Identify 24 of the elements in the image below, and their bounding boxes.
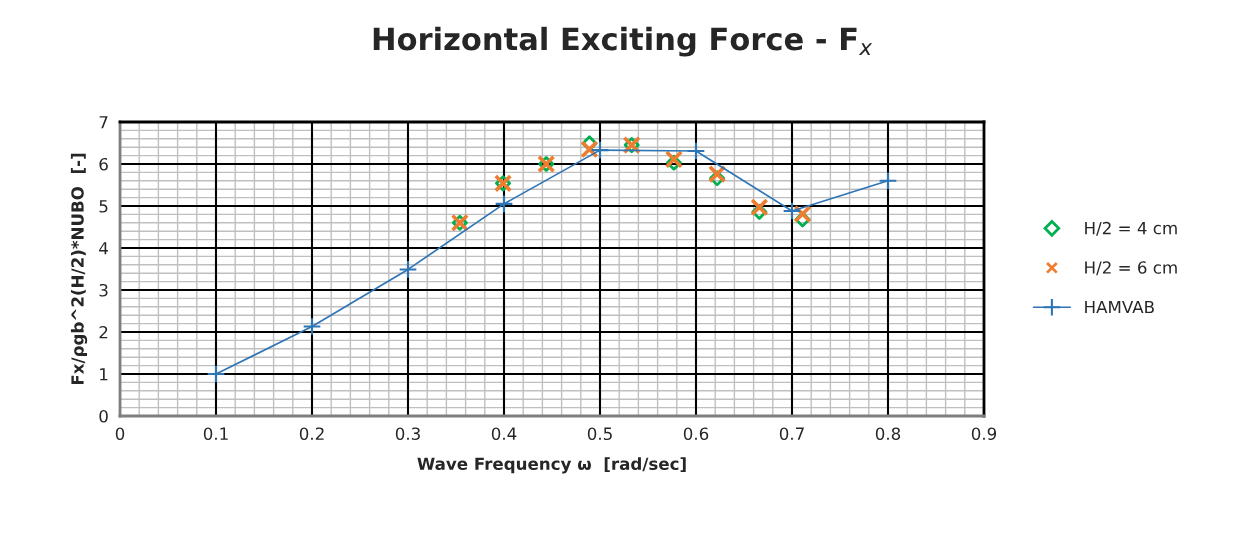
- x-tick-label: 0.3: [395, 427, 420, 441]
- y-tick-label: 7: [99, 116, 108, 129]
- x-tick-label: 0.9: [971, 427, 997, 441]
- y-axis-title: Fx/ρgb^2(H/2)*NUBO [-]: [70, 153, 88, 385]
- x-tick-label: 0.5: [587, 427, 612, 441]
- x-tick-label: 0.6: [683, 427, 709, 441]
- y-tick-label: 2: [99, 325, 108, 339]
- y-tick-label: 1: [100, 368, 108, 381]
- x-tick-label: 0.2: [299, 427, 324, 441]
- y-tick-label: 3: [99, 283, 108, 297]
- x-tick-label: 0.1: [203, 427, 228, 441]
- legend-label: HAMVAB: [1085, 300, 1154, 314]
- legend-label: H/2 = 4 cm: [1085, 221, 1177, 236]
- y-tick-label: 4: [99, 242, 108, 255]
- y-tick-label: 0: [99, 409, 108, 423]
- x-tick-label: 0.8: [875, 427, 901, 441]
- x-tick-label: 0.7: [779, 427, 804, 441]
- legend-label: H/2 = 6 cm: [1085, 261, 1177, 276]
- x-axis-title: Wave Frequency ω [rad/sec]: [417, 457, 686, 474]
- y-tick-label: 5: [99, 200, 108, 213]
- y-tick-label: 6: [99, 157, 108, 171]
- chart-title: Horizontal Exciting Force - F$_{x}$: [373, 26, 873, 57]
- x-tick-label: 0.4: [491, 427, 517, 441]
- x-tick-label: 0: [115, 427, 125, 441]
